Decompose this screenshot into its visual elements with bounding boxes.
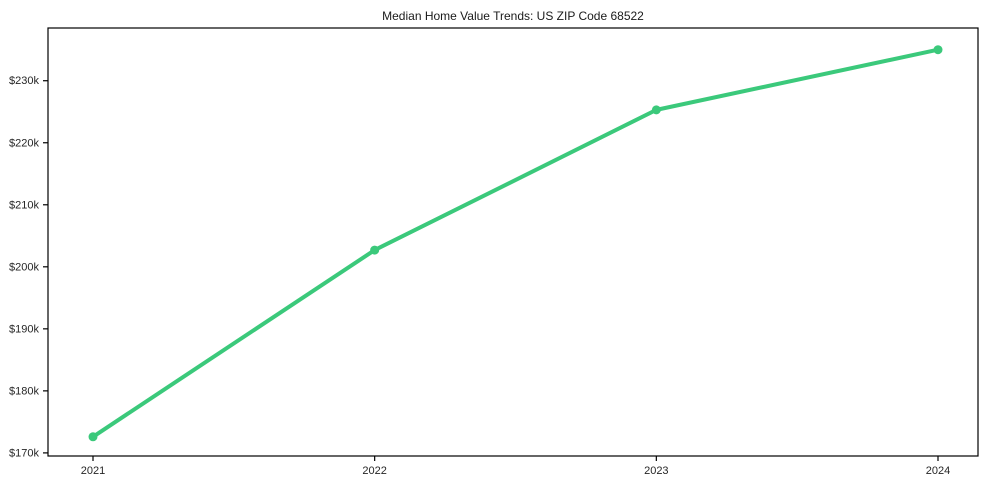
data-point-marker bbox=[370, 245, 380, 255]
x-tick-label: 2022 bbox=[362, 465, 386, 477]
series-line bbox=[91, 47, 940, 439]
y-tick-label: $170k bbox=[9, 447, 39, 459]
y-tick-label: $230k bbox=[9, 75, 39, 87]
chart-title: Median Home Value Trends: US ZIP Code 68… bbox=[382, 9, 644, 23]
y-tick-label: $220k bbox=[9, 137, 39, 149]
y-tick-label: $210k bbox=[9, 199, 39, 211]
plot-border bbox=[47, 27, 979, 457]
data-point-marker bbox=[933, 45, 943, 55]
x-tick-label: 2023 bbox=[644, 465, 668, 477]
axes-layer: $170k $180k $190k $200k $210k $220k $230k 2021 2… bbox=[9, 75, 950, 477]
x-tick-label: 2024 bbox=[926, 465, 950, 477]
y-tick-label: $190k bbox=[9, 323, 39, 335]
data-point-marker bbox=[88, 432, 98, 442]
x-tick-label: 2021 bbox=[81, 465, 105, 477]
series-layer bbox=[88, 45, 943, 442]
data-point-marker bbox=[651, 105, 661, 115]
y-tick-label: $180k bbox=[9, 385, 39, 397]
y-tick-label: $200k bbox=[9, 261, 39, 273]
